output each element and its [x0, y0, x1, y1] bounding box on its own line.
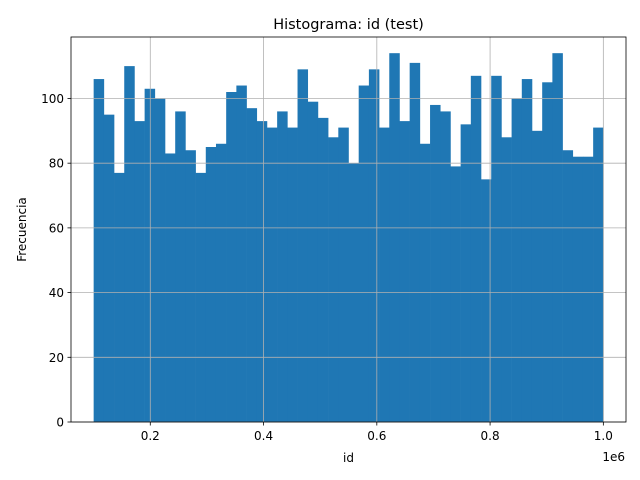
histogram-bar: [470, 75, 482, 422]
histogram-bar: [501, 137, 512, 422]
histogram-bar: [440, 111, 451, 422]
y-tick-label: 80: [49, 157, 64, 171]
x-axis-label: id: [343, 451, 354, 465]
y-tick-label: 40: [49, 286, 64, 300]
histogram-bar: [399, 121, 410, 422]
histogram-bar: [277, 111, 288, 422]
chart-title: Histograma: id (test): [273, 17, 424, 33]
histogram-bar: [114, 172, 125, 422]
plot-frame: [70, 36, 627, 423]
x-tick-label: 0.8: [481, 429, 500, 443]
histogram-bar: [460, 124, 472, 423]
y-tick-label: 0: [56, 416, 64, 430]
histogram-bar: [307, 101, 319, 423]
histogram-bar: [542, 82, 553, 422]
histogram-bar: [511, 98, 523, 423]
histogram-bar: [582, 156, 594, 423]
histogram-bar: [430, 104, 441, 423]
histogram-bar: [450, 166, 461, 422]
histogram-bar: [266, 127, 278, 423]
histogram-bar: [256, 121, 268, 422]
histogram-bar: [338, 127, 349, 423]
histogram-bar: [124, 66, 135, 422]
histogram-bar: [419, 143, 431, 422]
x-tick-label: 0.4: [254, 429, 273, 443]
histogram-bar: [134, 121, 145, 422]
histogram-bar: [165, 153, 176, 422]
histogram-bar: [205, 147, 217, 422]
histogram-bar: [297, 69, 309, 423]
x-tick-label: 1.0: [594, 429, 613, 443]
histogram-bar: [154, 98, 166, 423]
histogram-bar: [175, 111, 186, 422]
y-tick-label: 20: [49, 351, 64, 365]
histogram-bar: [481, 179, 492, 422]
x-axis-offset-label: 1e6: [602, 450, 625, 464]
histogram-bar: [521, 79, 533, 422]
histogram-bar: [185, 150, 196, 422]
histogram-bar: [491, 75, 502, 422]
histogram-bar: [317, 117, 329, 422]
y-tick-label: 60: [49, 221, 64, 235]
histogram-bar: [103, 114, 115, 422]
histogram-bar: [368, 69, 380, 423]
histogram-bar: [236, 85, 247, 422]
histogram-bar: [328, 137, 339, 422]
histogram-bar: [572, 156, 584, 423]
histogram-bar: [593, 127, 604, 423]
histogram-bar: [409, 62, 421, 422]
bars-layer: [93, 53, 604, 423]
histogram-bar: [389, 53, 400, 422]
histogram-bar: [552, 53, 563, 422]
histogram-bar: [287, 127, 298, 423]
histogram-bar: [246, 108, 258, 423]
y-axis-label: Frecuencia: [15, 197, 29, 262]
x-tick-label: 0.6: [367, 429, 386, 443]
histogram-bar: [562, 150, 574, 422]
histogram-bar: [531, 130, 543, 422]
ticks-layer: 0.2 0.4 0.6 0.8 1.0 0 20 40 60 80 100: [41, 92, 613, 443]
y-tick-label: 100: [41, 92, 64, 106]
histogram-bar: [215, 143, 227, 422]
x-tick-label: 0.2: [141, 429, 160, 443]
histogram-bar: [226, 92, 237, 422]
histogram-bar: [93, 79, 105, 422]
histogram-bar: [358, 85, 370, 422]
histogram-bar: [195, 172, 207, 422]
histogram-bar: [144, 88, 156, 422]
histogram-bar: [379, 127, 390, 423]
